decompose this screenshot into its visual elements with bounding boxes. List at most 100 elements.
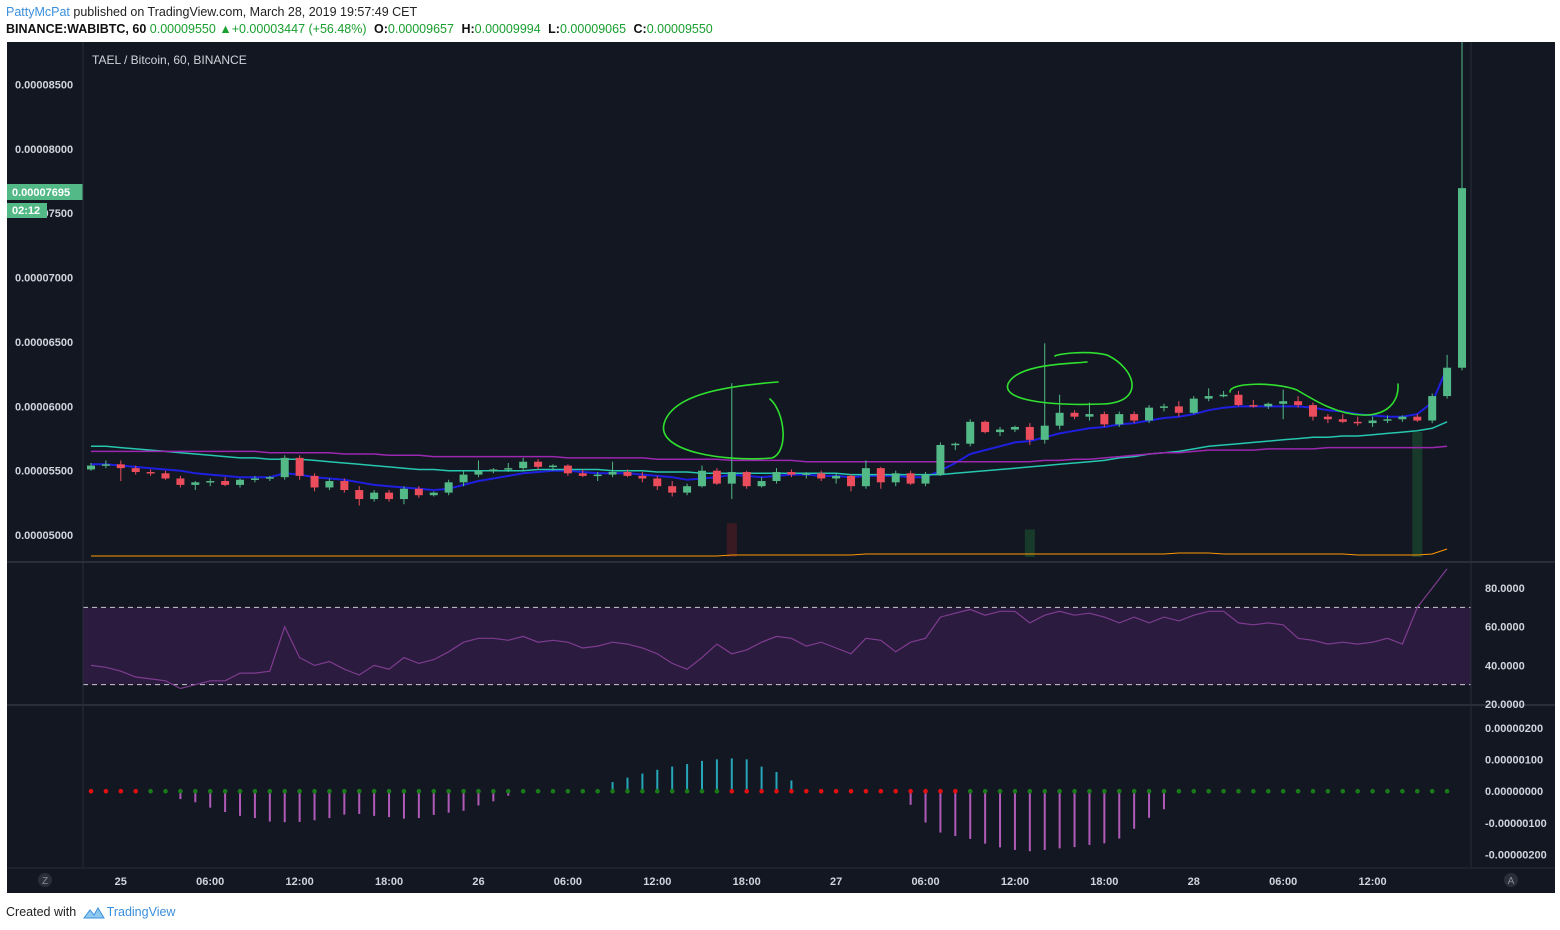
price-axis-tick: 0.00006500 bbox=[15, 337, 73, 349]
squeeze-dot bbox=[520, 788, 526, 794]
squeeze-dot bbox=[267, 788, 273, 794]
candle-body bbox=[712, 470, 721, 484]
last-price-label: 0.00007695 bbox=[12, 187, 70, 199]
annotation-circle bbox=[1229, 383, 1399, 416]
squeeze-dot bbox=[580, 788, 586, 794]
auto-scale-button: A bbox=[1508, 876, 1515, 887]
candle-body bbox=[593, 474, 602, 477]
footer: Created with TradingView bbox=[6, 905, 175, 920]
open-value: 0.00009657 bbox=[387, 22, 454, 36]
time-axis-tick: 12:00 bbox=[1359, 876, 1387, 888]
candle-body bbox=[757, 481, 766, 487]
candle-body bbox=[355, 490, 364, 500]
squeeze-dot bbox=[1131, 788, 1137, 794]
candle-body bbox=[1040, 425, 1049, 440]
squeeze-dot bbox=[207, 788, 213, 794]
candle-body bbox=[1189, 398, 1198, 413]
candle-body bbox=[608, 472, 617, 475]
candle-body bbox=[727, 472, 736, 484]
candle-body bbox=[1353, 421, 1362, 424]
rsi-line bbox=[90, 568, 1448, 690]
squeeze-dot bbox=[595, 788, 600, 794]
time-axis-tick: 06:00 bbox=[911, 876, 939, 888]
candle-body bbox=[1458, 188, 1466, 368]
candle-body bbox=[370, 492, 379, 500]
author-link[interactable]: PattyMcPat bbox=[6, 5, 70, 19]
squeeze-dot bbox=[640, 788, 645, 794]
squeeze-dot bbox=[222, 788, 228, 794]
candle-body bbox=[623, 472, 632, 476]
high-label: H: bbox=[461, 22, 475, 36]
candle-body bbox=[1383, 419, 1392, 421]
rsi-axis-tick: 60.0000 bbox=[1485, 622, 1525, 634]
chart-area[interactable]: TAEL / Bitcoin, 60, BINANCE 0.00008500 0.0… bbox=[7, 42, 1555, 893]
candle-body bbox=[936, 444, 945, 475]
squeeze-dot bbox=[625, 788, 630, 794]
candle-body bbox=[817, 473, 826, 479]
candle-body bbox=[1130, 414, 1139, 421]
annotation-circle bbox=[662, 381, 784, 460]
candle-body bbox=[176, 478, 185, 485]
squeeze-dot bbox=[297, 788, 302, 794]
candle-body bbox=[1338, 419, 1347, 422]
z-button: Z bbox=[42, 876, 48, 887]
squeeze-dot bbox=[982, 788, 988, 794]
candle-body bbox=[891, 473, 900, 483]
candle-body bbox=[489, 469, 498, 471]
volume-bar bbox=[1024, 529, 1035, 557]
squeeze-dot bbox=[163, 788, 168, 794]
squeeze-dot bbox=[505, 788, 511, 794]
squeeze-dot bbox=[789, 788, 794, 794]
candle-body bbox=[1398, 416, 1407, 420]
momentum-axis-tick: -0.00000200 bbox=[1485, 849, 1547, 861]
candle-body bbox=[1219, 394, 1228, 397]
candle-body bbox=[1294, 401, 1303, 406]
squeeze-dot bbox=[1370, 788, 1375, 794]
volume-bar bbox=[726, 523, 737, 557]
squeeze-dot bbox=[386, 788, 392, 794]
candle-body bbox=[146, 472, 155, 474]
squeeze-dot bbox=[1444, 788, 1450, 794]
candle-body bbox=[1159, 406, 1168, 408]
candle-body bbox=[638, 475, 647, 479]
squeeze-dot bbox=[1429, 788, 1435, 794]
squeeze-dot bbox=[1221, 788, 1226, 794]
candle-body bbox=[1070, 412, 1079, 417]
symbol-ohlc-line: BINANCE:WABIBTC, 60 0.00009550 ▲+0.00003… bbox=[6, 22, 713, 36]
candle-body bbox=[444, 482, 453, 493]
candle-body bbox=[1055, 412, 1064, 426]
candle-body bbox=[280, 457, 289, 478]
time-axis-tick: 06:00 bbox=[196, 876, 224, 888]
squeeze-dot bbox=[282, 788, 288, 794]
time-axis-tick: 27 bbox=[830, 876, 842, 888]
candle-body bbox=[1115, 414, 1124, 425]
candle-body bbox=[459, 474, 468, 483]
squeeze-dot bbox=[908, 788, 913, 794]
momentum-axis-tick: 0.00000000 bbox=[1485, 786, 1543, 798]
squeeze-dot bbox=[491, 788, 496, 794]
time-axis-tick: 06:00 bbox=[554, 876, 582, 888]
candle-body bbox=[131, 468, 140, 473]
squeeze-dot bbox=[1027, 788, 1033, 794]
chart-svg[interactable]: TAEL / Bitcoin, 60, BINANCE 0.00008500 0.0… bbox=[7, 42, 1555, 893]
candle-body bbox=[847, 475, 856, 487]
low-label: L: bbox=[548, 22, 560, 36]
squeeze-dot bbox=[118, 788, 124, 794]
squeeze-dot bbox=[1116, 788, 1122, 794]
candle-body bbox=[1100, 414, 1109, 425]
candle-body bbox=[101, 464, 110, 466]
squeeze-dot bbox=[535, 788, 541, 794]
squeeze-dot bbox=[312, 788, 317, 794]
squeeze-dot bbox=[1042, 788, 1048, 794]
squeeze-dot bbox=[1236, 788, 1241, 794]
squeeze-dot bbox=[714, 788, 720, 794]
open-label: O: bbox=[374, 22, 388, 36]
time-axis-tick: 18:00 bbox=[375, 876, 403, 888]
squeeze-dot bbox=[1414, 788, 1420, 794]
candle-body bbox=[861, 468, 870, 487]
squeeze-dot bbox=[461, 788, 466, 794]
tradingview-link[interactable]: TradingView bbox=[106, 905, 176, 919]
candle-body bbox=[250, 478, 259, 480]
candle-body bbox=[1323, 416, 1332, 420]
candle-body bbox=[295, 457, 304, 476]
